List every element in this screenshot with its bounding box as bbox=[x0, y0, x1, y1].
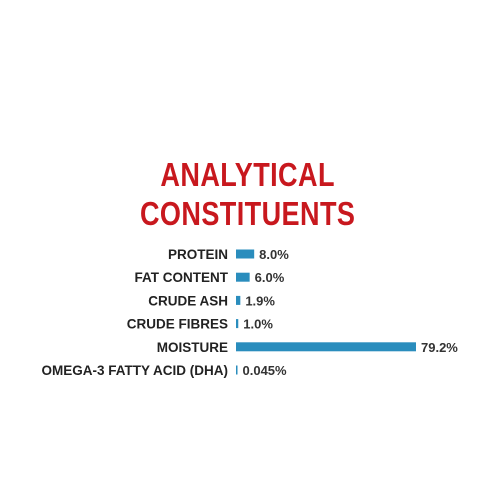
chart-title-line-1: ANALYTICAL bbox=[160, 156, 335, 193]
bar-row: CRUDE FIBRES 1.0% bbox=[127, 317, 274, 332]
category-label: CRUDE FIBRES bbox=[127, 317, 228, 332]
chart-title-line-2: CONSTITUENTS bbox=[139, 195, 356, 232]
value-label: 79.2% bbox=[421, 340, 458, 355]
bar-row: MOISTURE 79.2% bbox=[157, 340, 459, 355]
value-label: 0.045% bbox=[243, 363, 288, 378]
bar bbox=[236, 319, 239, 329]
value-label: 6.0% bbox=[255, 270, 285, 285]
bar bbox=[236, 249, 255, 259]
bar-row: FAT CONTENT 6.0% bbox=[135, 270, 285, 285]
bar bbox=[236, 272, 250, 282]
value-label: 1.9% bbox=[245, 293, 275, 308]
bar-row: PROTEIN 8.0% bbox=[168, 247, 289, 262]
value-label: 8.0% bbox=[259, 247, 289, 262]
category-label: OMEGA-3 FATTY ACID (DHA) bbox=[42, 363, 229, 378]
bar-row: OMEGA-3 FATTY ACID (DHA) 0.045% bbox=[42, 363, 288, 378]
category-label: FAT CONTENT bbox=[135, 270, 229, 285]
bar-row: CRUDE ASH 1.9% bbox=[148, 293, 275, 308]
category-label: PROTEIN bbox=[168, 247, 228, 262]
bar bbox=[236, 342, 416, 352]
bar bbox=[236, 365, 238, 375]
category-label: CRUDE ASH bbox=[148, 293, 228, 308]
category-label: MOISTURE bbox=[157, 340, 228, 355]
bar bbox=[236, 295, 241, 305]
value-label: 1.0% bbox=[243, 317, 273, 332]
